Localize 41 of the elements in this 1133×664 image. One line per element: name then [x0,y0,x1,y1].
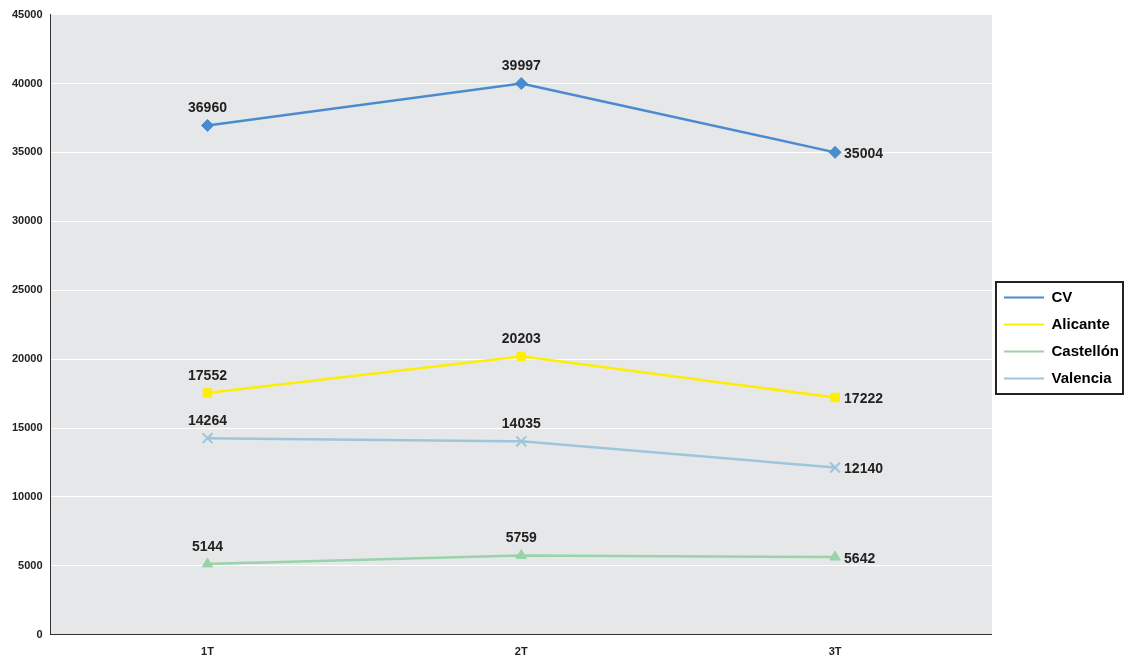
point [200,118,214,132]
point [830,392,840,403]
legend-label: Valencia [1051,368,1113,386]
point [515,435,528,448]
point [202,388,213,398]
data-label: 17552 [188,366,228,383]
point [516,351,527,362]
data-label: 39997 [501,57,541,74]
y-tick-label: 45000 [11,7,43,20]
y-tick-label: 15000 [11,421,43,434]
data-label: 17222 [844,390,884,407]
data-label: 5759 [505,529,538,546]
data-label: 35004 [844,145,884,162]
legend-label: Alicante [1051,314,1110,332]
point [515,548,527,559]
point [829,550,841,561]
data-label: 20203 [501,330,541,347]
data-label: 5144 [191,537,224,554]
y-tick-label: 35000 [11,145,43,158]
y-tick-label: 10000 [11,490,43,503]
point [514,77,528,91]
point [828,145,842,159]
data-label: 14264 [188,412,228,429]
point [829,461,842,474]
y-tick-label: 25000 [11,283,43,296]
data-label: 5642 [844,549,876,566]
legend-label: CV [1051,287,1073,305]
data-label: 12140 [844,460,884,477]
data-label: 36960 [188,99,228,116]
y-tick-label: 0 [36,627,43,640]
point [201,557,214,568]
x-tick-label: 3T [828,645,842,658]
data-label: 14035 [501,415,541,432]
y-tick-label: 20000 [11,352,43,365]
x-tick-label: 2T [514,645,528,658]
y-tick-label: 40000 [11,76,43,89]
legend-label: Castellón [1051,341,1119,359]
y-tick-label: 5000 [18,558,43,571]
x-tick-label: 1T [201,645,215,658]
y-tick-label: 30000 [11,214,43,227]
point [201,432,214,445]
